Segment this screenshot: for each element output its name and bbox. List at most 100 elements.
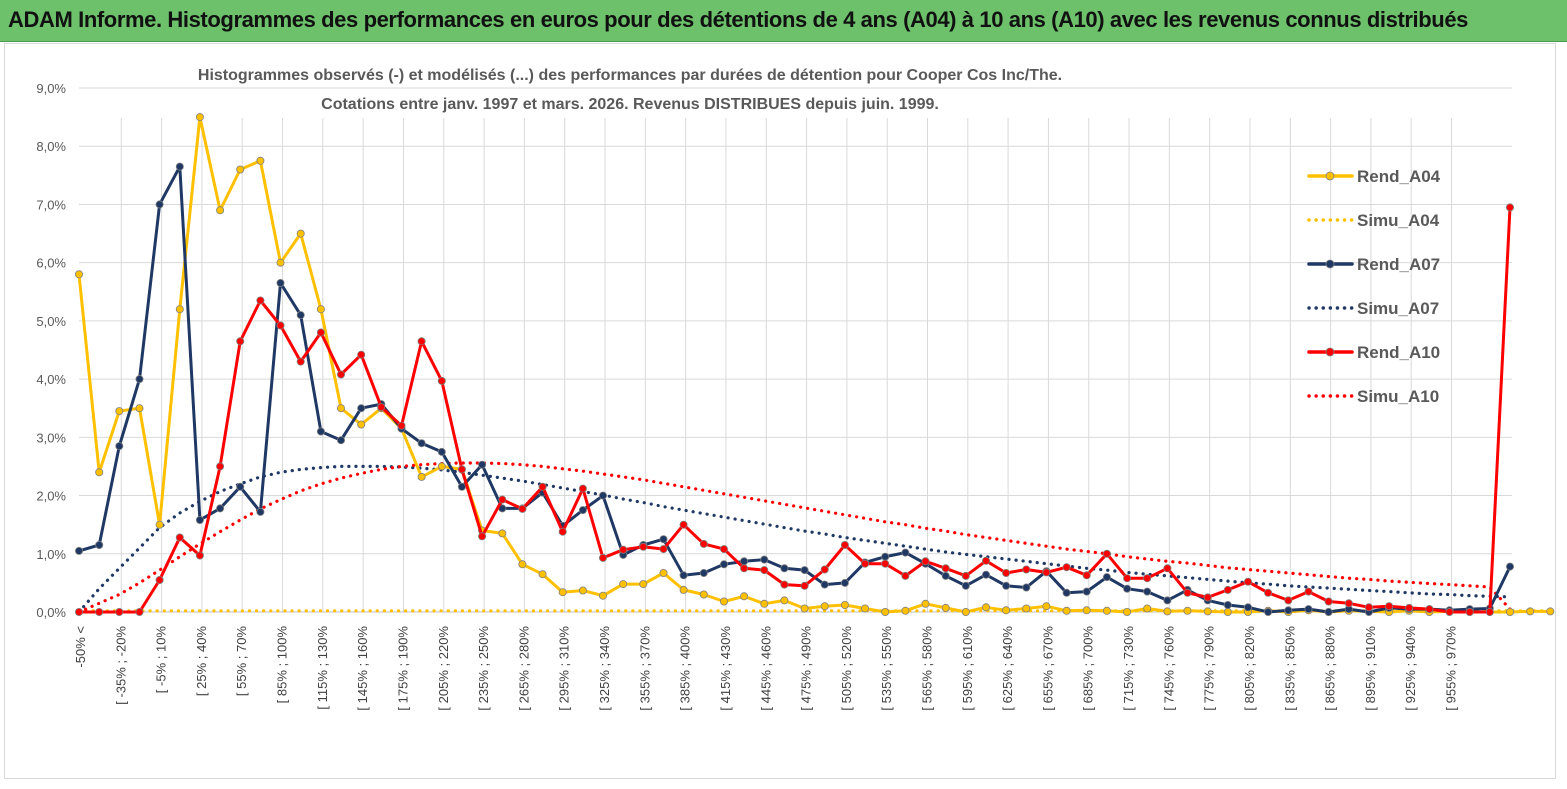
data-point-rend-a10 — [276, 321, 285, 330]
y-tick-label: 6,0% — [36, 256, 66, 271]
y-tick-label: 0,0% — [36, 605, 66, 620]
x-tick-label: [ 955% ; 970% — [1444, 626, 1459, 711]
data-point-rend-a04 — [75, 270, 84, 279]
data-point-rend-a04 — [558, 588, 567, 597]
data-point-rend-a07 — [599, 491, 608, 500]
x-tick-label: [ 235% ; 250% — [476, 626, 491, 711]
y-tick-label: 5,0% — [36, 314, 66, 329]
data-point-rend-a07 — [1143, 587, 1152, 596]
x-tick-label: [ 145% ; 160% — [355, 626, 370, 711]
x-tick-label: [ 595% ; 610% — [960, 626, 975, 711]
legend-label-rend-a07: Rend_A07 — [1357, 255, 1440, 274]
chart-frame — [4, 43, 1556, 779]
data-point-rend-a10 — [1123, 574, 1132, 583]
data-point-rend-a10 — [417, 337, 426, 346]
data-point-rend-a10 — [1304, 587, 1313, 596]
data-point-rend-a07 — [1506, 562, 1515, 571]
data-point-rend-a10 — [1485, 608, 1494, 617]
data-point-rend-a10 — [377, 403, 386, 412]
data-point-rend-a07 — [1022, 583, 1031, 592]
data-point-rend-a04 — [316, 305, 325, 314]
data-point-rend-a10 — [115, 608, 124, 617]
data-point-rend-a04 — [417, 472, 426, 481]
data-point-rend-a04 — [236, 165, 245, 174]
data-point-rend-a10 — [578, 484, 587, 493]
data-point-rend-a10 — [1364, 603, 1373, 612]
data-point-rend-a10 — [1183, 588, 1192, 597]
data-point-rend-a10 — [1082, 571, 1091, 580]
data-point-rend-a10 — [1284, 596, 1293, 605]
data-point-rend-a07 — [276, 278, 285, 287]
y-tick-label: 7,0% — [36, 197, 66, 212]
y-tick-label: 8,0% — [36, 139, 66, 154]
x-tick-label: [ 25% ; 40% — [194, 626, 209, 697]
data-point-rend-a04 — [95, 468, 104, 477]
data-point-rend-a10 — [840, 541, 849, 550]
data-point-rend-a07 — [578, 506, 587, 515]
data-point-rend-a10 — [1506, 203, 1515, 212]
data-point-rend-a10 — [1223, 585, 1232, 594]
x-tick-label: [ 475% ; 490% — [799, 626, 814, 711]
data-point-rend-a10 — [437, 376, 446, 385]
x-tick-label: [ 655% ; 670% — [1040, 626, 1055, 711]
data-point-rend-a10 — [619, 545, 628, 554]
data-point-rend-a04 — [820, 602, 829, 611]
y-tick-label: 2,0% — [36, 489, 66, 504]
data-point-rend-a04 — [1526, 607, 1535, 616]
data-point-rend-a10 — [216, 462, 225, 471]
data-point-rend-a04 — [1002, 606, 1011, 615]
data-point-rend-a10 — [457, 465, 466, 474]
x-tick-label: [ 175% ; 190% — [395, 626, 410, 711]
data-point-rend-a10 — [296, 357, 305, 366]
data-point-rend-a04 — [699, 590, 708, 599]
data-point-rend-a04 — [619, 580, 628, 589]
legend-marker-rend-a10 — [1325, 347, 1335, 357]
data-point-rend-a07 — [216, 504, 225, 513]
grid — [79, 87, 1512, 613]
x-tick-label: [ 325% ; 340% — [597, 626, 612, 711]
x-tick-label: [ -5% ; 10% — [154, 626, 169, 694]
data-point-rend-a04 — [336, 404, 345, 413]
data-point-rend-a07 — [1264, 608, 1273, 617]
data-point-rend-a04 — [982, 603, 991, 612]
data-point-rend-a10 — [659, 545, 668, 554]
y-tick-label: 3,0% — [36, 430, 66, 445]
series-line-rend-a07 — [77, 165, 1512, 614]
data-point-rend-a04 — [195, 113, 204, 122]
data-point-rend-a10 — [498, 495, 507, 504]
data-point-rend-a04 — [639, 580, 648, 589]
x-tick-label: [ 565% ; 580% — [920, 626, 935, 711]
data-point-rend-a07 — [417, 439, 426, 448]
data-point-rend-a10 — [780, 580, 789, 589]
data-point-rend-a04 — [578, 586, 587, 595]
data-point-rend-a07 — [679, 571, 688, 580]
data-point-rend-a07 — [720, 560, 729, 569]
data-point-rend-a07 — [1002, 581, 1011, 590]
data-point-rend-a07 — [881, 552, 890, 561]
data-point-rend-a10 — [1042, 568, 1051, 577]
data-point-rend-a07 — [256, 507, 265, 516]
data-point-rend-a07 — [316, 427, 325, 436]
data-point-rend-a07 — [1223, 601, 1232, 610]
data-point-rend-a10 — [397, 421, 406, 430]
data-point-rend-a10 — [316, 328, 325, 337]
data-point-rend-a07 — [1102, 573, 1111, 582]
data-point-rend-a10 — [740, 564, 749, 573]
data-point-rend-a04 — [1163, 607, 1172, 616]
data-point-rend-a10 — [1062, 563, 1071, 572]
data-point-rend-a07 — [175, 162, 184, 171]
data-point-rend-a04 — [1203, 607, 1212, 616]
data-point-rend-a07 — [1062, 588, 1071, 597]
data-point-rend-a10 — [236, 337, 245, 346]
report-title: ADAM Informe. Histogrammes des performan… — [8, 7, 1468, 32]
data-point-rend-a07 — [699, 569, 708, 578]
data-point-rend-a04 — [1042, 602, 1051, 611]
data-point-rend-a10 — [538, 482, 547, 491]
legend-label-simu-a10: Simu_A10 — [1357, 387, 1439, 406]
data-point-rend-a10 — [1344, 599, 1353, 608]
x-tick-label: [ 715% ; 730% — [1121, 626, 1136, 711]
x-tick-label: [ 85% ; 100% — [275, 626, 290, 704]
data-point-rend-a04 — [760, 599, 769, 608]
data-point-rend-a10 — [518, 504, 527, 513]
data-point-rend-a04 — [498, 529, 507, 538]
